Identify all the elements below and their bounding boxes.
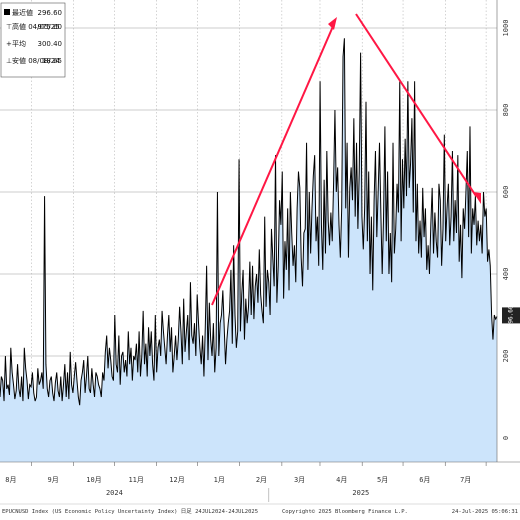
last-value-badge-bg: [502, 307, 520, 324]
y-tick-label: 200: [502, 350, 510, 363]
down-trend-arrow: [355, 13, 477, 197]
x-tick-label: 9月: [47, 476, 58, 484]
up-arrow-head: [328, 17, 337, 30]
legend-value-last: 296.60: [38, 9, 63, 17]
high-marker-icon: ⊤: [6, 23, 12, 31]
series-line: [0, 38, 498, 406]
x-tick-label: 8月: [5, 476, 16, 484]
y-tick-label: 800: [502, 104, 510, 117]
x-tick-label: 4月: [336, 476, 347, 484]
average-marker-icon: +: [6, 40, 12, 48]
footer-source: EPUCNUSD Index (US Economic Policy Uncer…: [2, 508, 258, 515]
y-tick-label: 400: [502, 268, 510, 281]
legend-label-low: 安値 08/08/24: [12, 56, 60, 65]
series-area: [0, 38, 497, 462]
x-tick-label: 12月: [169, 476, 184, 484]
x-tick-label: 5月: [377, 476, 388, 484]
up-trend-arrow: [211, 23, 335, 306]
y-tick-label: 1000: [502, 20, 510, 37]
legend-label-average: 平均: [12, 39, 26, 48]
low-marker-icon: ⊥: [6, 57, 12, 65]
last-value-badge-text: 296.60: [508, 305, 515, 327]
x-tick-label: 11月: [128, 476, 143, 484]
y-tick-label: 600: [502, 186, 510, 199]
x-tick-label: 7月: [460, 476, 471, 484]
legend: 最近値 296.60 ⊤ 高値 04/05/25 975.60 + 平均 300…: [0, 2, 66, 78]
trend-arrows: [211, 13, 481, 306]
x-tick-label: 10月: [86, 476, 101, 484]
x-tick-label: 6月: [419, 476, 430, 484]
x-tick-label: 3月: [294, 476, 305, 484]
x-year-label: 2024: [106, 489, 123, 497]
legend-label-last: 最近値: [12, 8, 33, 17]
legend-box: [0, 2, 66, 78]
x-axis: 8月 9月 10月 11月 12月 1月 2月 3月 4月 5月 6月 7月 2024 2025: [0, 461, 520, 502]
footer-timestamp: 24-Jul-2025 05:06:31: [452, 509, 518, 515]
down-arrow-head: [473, 192, 481, 204]
last-value-badge: 296.60: [502, 305, 520, 327]
x-year-label: 2025: [352, 489, 369, 497]
legend-label-high: 高値 04/05/25: [12, 22, 60, 31]
y-tick-label: 0: [502, 436, 510, 440]
legend-value-low: 18.65: [42, 57, 62, 65]
legend-line-swatch: [4, 9, 10, 15]
x-tick-label: 2月: [256, 476, 267, 484]
y-axis: 0 200 400 600 800 1000: [496, 0, 510, 462]
footer-copyright: Copyright© 2025 Bloomberg Finance L.P.: [282, 509, 408, 515]
legend-value-high: 975.60: [38, 23, 63, 31]
x-tick-label: 1月: [214, 476, 225, 484]
legend-value-average: 300.40: [38, 40, 63, 48]
